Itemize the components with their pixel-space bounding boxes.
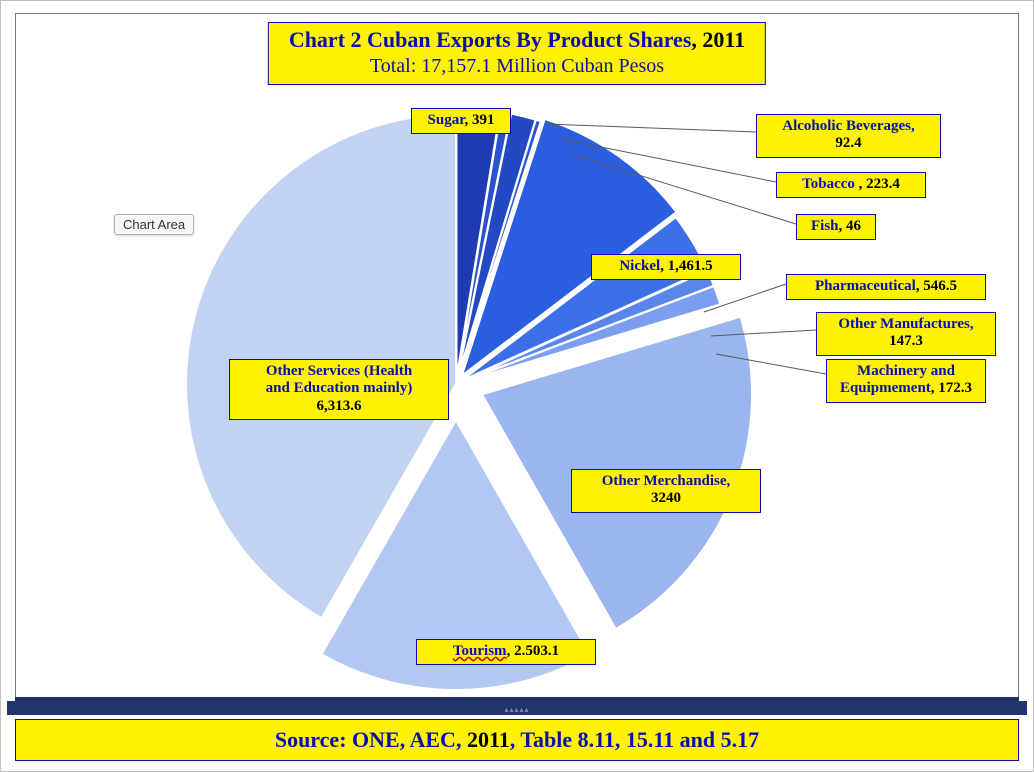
- label-alcoholic-beverages: Alcoholic Beverages,92.4: [756, 114, 941, 158]
- source-prefix: Source: ONE, AEC: [275, 727, 456, 752]
- label-nickel: Nickel, 1,461.5: [591, 254, 741, 280]
- label-other-merchandise: Other Merchandise,3240: [571, 469, 761, 513]
- label-machinery-and-equipmement: Machinery andEquipmement, 172.3: [826, 359, 986, 403]
- label-fish: Fish, 46: [796, 214, 876, 240]
- label-other-manufactures: Other Manufactures,147.3: [816, 312, 996, 356]
- label-tobacco: Tobacco , 223.4: [776, 172, 926, 198]
- chart-page: Chart 2 Cuban Exports By Product Shares,…: [0, 0, 1034, 772]
- chart-frame: Chart 2 Cuban Exports By Product Shares,…: [15, 13, 1019, 699]
- source-year: 2011: [467, 727, 510, 752]
- source-text: Source: ONE, AEC, 2011, Table 8.11, 15.1…: [275, 727, 759, 753]
- source-suffix: , Table 8.11, 15.11 and 5.17: [510, 727, 759, 752]
- resize-handle-icon: ▴▴▴▴▴: [504, 705, 529, 714]
- source-box: Source: ONE, AEC, 2011, Table 8.11, 15.1…: [15, 719, 1019, 761]
- label-pharmaceutical: Pharmaceutical, 546.5: [786, 274, 986, 300]
- label-tourism: Tourism, 2.503.1: [416, 639, 596, 665]
- label-sugar: Sugar, 391: [411, 108, 511, 134]
- label-other-services-health-and-education-mainly-: Other Services (Healthand Education main…: [229, 359, 449, 420]
